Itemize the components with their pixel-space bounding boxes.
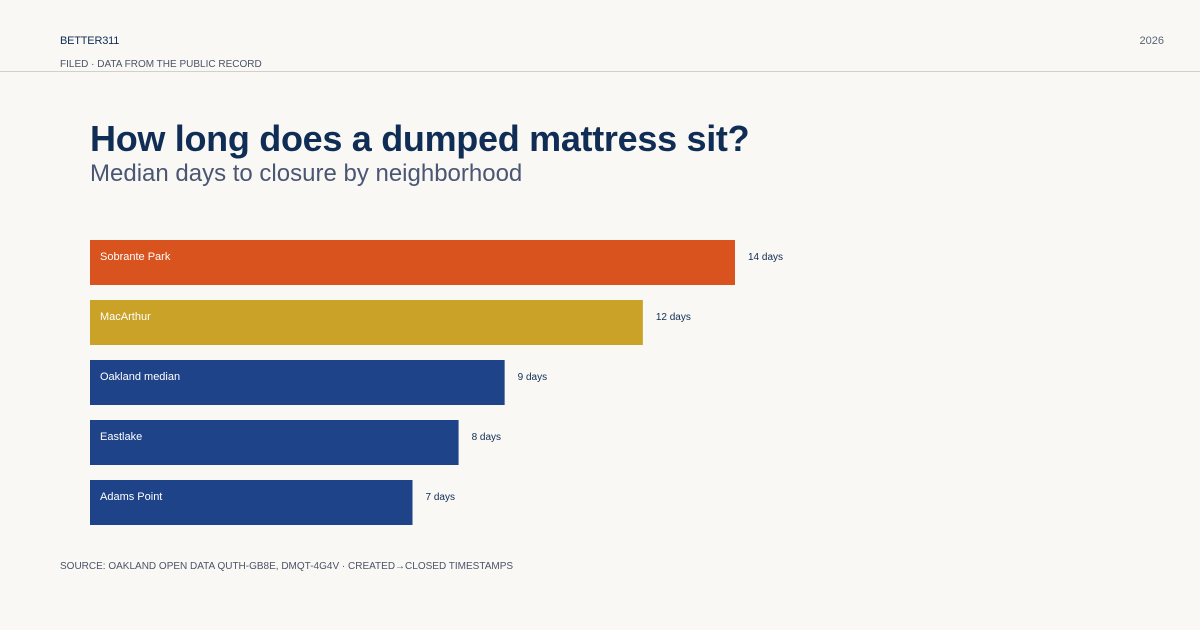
source-note: SOURCE: OAKLAND OPEN DATA QUTH-GB8E, DMQ…: [60, 561, 514, 572]
year-label: 2026: [1139, 35, 1164, 47]
bar-category-label: Adams Point: [100, 491, 162, 503]
bar-oakland-median: [90, 360, 505, 405]
tagline: FILED · DATA FROM THE PUBLIC RECORD: [60, 59, 262, 70]
bar-category-label: MacArthur: [100, 311, 151, 323]
bar-category-label: Eastlake: [100, 431, 142, 443]
bar-value-label: 12 days: [656, 312, 691, 323]
bar-sobrante-park: [90, 240, 735, 285]
bar-macarthur: [90, 300, 643, 345]
bar-eastlake: [90, 420, 459, 465]
brand-name: BETTER311: [60, 35, 120, 47]
chart-subtitle: Median days to closure by neighborhood: [90, 160, 523, 187]
bar-category-label: Sobrante Park: [100, 251, 171, 263]
bar-value-label: 7 days: [426, 492, 455, 503]
bar-category-label: Oakland median: [100, 371, 180, 383]
chart-title: How long does a dumped mattress sit?: [90, 118, 750, 159]
bar-value-label: 9 days: [518, 372, 547, 383]
header-divider: [0, 71, 1200, 72]
bar-adams-point: [90, 480, 413, 525]
bar-value-label: 14 days: [748, 252, 783, 263]
bar-value-label: 8 days: [472, 432, 501, 443]
